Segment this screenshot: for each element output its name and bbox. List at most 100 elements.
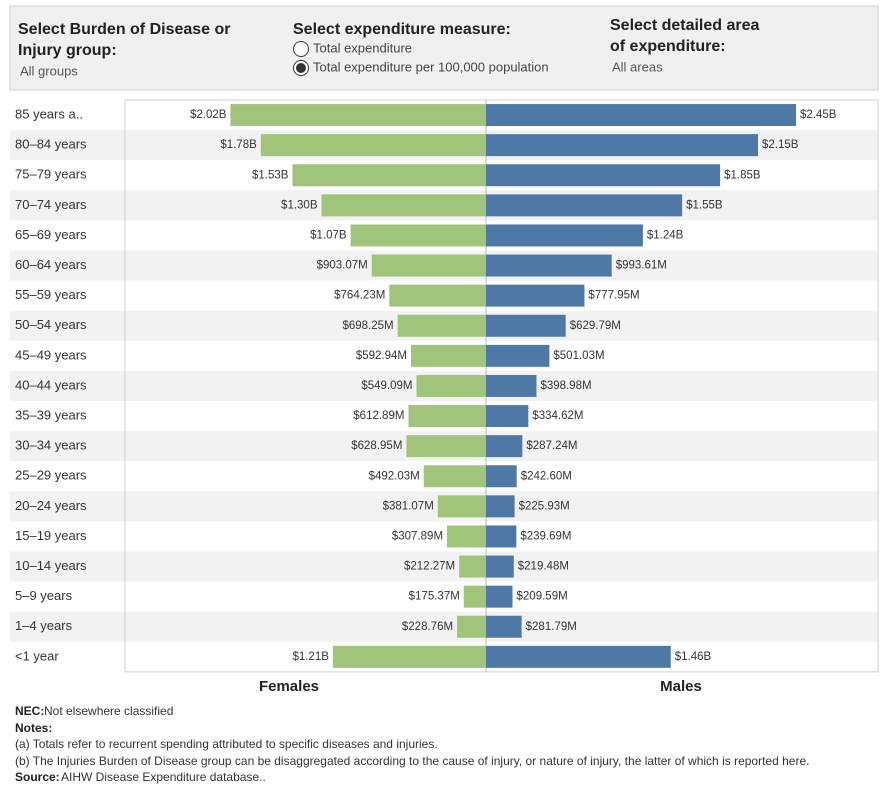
row-band [10, 521, 878, 552]
filter-title: Injury group: [18, 42, 117, 59]
radio-dot[interactable] [296, 63, 306, 73]
bar [486, 405, 529, 428]
bar [486, 194, 683, 217]
value-label: $903.07M [317, 260, 368, 272]
value-label: $225.93M [519, 500, 570, 512]
category-label: 65–69 years [15, 227, 87, 242]
bar [408, 405, 486, 428]
value-label: $492.03M [369, 470, 420, 482]
value-label: $219.48M [518, 561, 569, 573]
value-label: $209.59M [517, 591, 568, 603]
row-band [10, 581, 878, 612]
value-label: $281.79M [526, 621, 577, 633]
bar [486, 374, 537, 397]
radio-label[interactable]: Total expenditure per 100,000 population [313, 59, 549, 74]
footnote-label: Notes: [15, 721, 52, 735]
bar [230, 104, 486, 127]
category-label: 25–29 years [15, 468, 87, 483]
value-label: $628.95M [351, 440, 402, 452]
footnote-label: NEC: [15, 704, 44, 718]
radio-label[interactable]: Total expenditure [313, 40, 412, 55]
value-label: $592.94M [356, 350, 407, 362]
value-label: $612.89M [353, 410, 404, 422]
bar [437, 495, 486, 518]
value-label: $501.03M [553, 350, 604, 362]
bar [486, 615, 522, 638]
bar [486, 134, 759, 157]
bar [486, 254, 612, 277]
footnote-text: (b) The Injuries Burden of Disease group… [15, 754, 809, 768]
value-label: $1.85B [724, 169, 761, 181]
value-label: $381.07M [383, 500, 434, 512]
value-label: $777.95M [588, 290, 639, 302]
bar [486, 495, 515, 518]
bar [486, 164, 721, 187]
category-label: 20–24 years [15, 498, 87, 513]
value-label: $1.78B [220, 139, 257, 151]
bar [486, 645, 671, 668]
value-label: $334.62M [532, 410, 583, 422]
bar [350, 224, 486, 247]
bar [457, 615, 486, 638]
bar [486, 465, 517, 488]
bar [321, 194, 486, 217]
value-label: $212.27M [404, 561, 455, 573]
category-label: 1–4 years [15, 618, 73, 633]
bar [389, 284, 486, 307]
value-label: $1.46B [675, 651, 712, 663]
bar [463, 585, 486, 608]
bar [486, 344, 550, 367]
filter-value[interactable]: All areas [612, 59, 663, 74]
row-band [10, 551, 878, 582]
value-label: $1.53B [252, 169, 289, 181]
value-label: $228.76M [402, 621, 453, 633]
bar [447, 525, 486, 548]
category-label: 60–64 years [15, 257, 87, 272]
category-label: 10–14 years [15, 558, 87, 573]
value-label: $1.24B [647, 229, 684, 241]
footnote-label: Source: [15, 770, 60, 784]
category-label: 40–44 years [15, 377, 87, 392]
value-label: $1.30B [281, 199, 318, 211]
bar [332, 645, 486, 668]
value-label: $175.37M [409, 591, 460, 603]
filter-value[interactable]: All groups [20, 63, 78, 78]
category-label: 55–59 years [15, 287, 87, 302]
bar [416, 374, 486, 397]
side-label: Females [259, 678, 319, 695]
bar [406, 435, 486, 458]
filter-title: Select detailed area [610, 17, 760, 34]
bar [397, 314, 486, 337]
category-label: 80–84 years [15, 137, 87, 152]
category-label: 5–9 years [15, 588, 73, 603]
value-label: $549.09M [361, 380, 412, 392]
value-label: $1.55B [686, 199, 723, 211]
footnote-text: AIHW Disease Expenditure database.. [61, 770, 266, 784]
value-label: $287.24M [526, 440, 577, 452]
footnote-text: Not elsewhere classified [44, 704, 173, 718]
category-label: 85 years a.. [15, 106, 83, 121]
radio-button[interactable] [293, 41, 309, 57]
value-label: $1.07B [310, 229, 347, 241]
bar [486, 525, 517, 548]
category-label: 30–34 years [15, 438, 87, 453]
category-label: 70–74 years [15, 197, 87, 212]
value-label: $398.98M [540, 380, 591, 392]
row-band [10, 611, 878, 642]
filter-title: Select Burden of Disease or [18, 21, 231, 38]
category-label: <1 year [15, 648, 59, 663]
bar [486, 585, 513, 608]
value-label: $2.45B [800, 109, 837, 121]
value-label: $2.02B [190, 109, 227, 121]
bar [486, 314, 566, 337]
bar [260, 134, 486, 157]
value-label: $764.23M [334, 290, 385, 302]
category-label: 35–39 years [15, 407, 87, 422]
bar [486, 555, 514, 578]
category-label: 50–54 years [15, 317, 87, 332]
category-label: 75–79 years [15, 167, 87, 182]
plot-frame [124, 99, 879, 673]
category-label: 45–49 years [15, 347, 87, 362]
bar [486, 224, 643, 247]
